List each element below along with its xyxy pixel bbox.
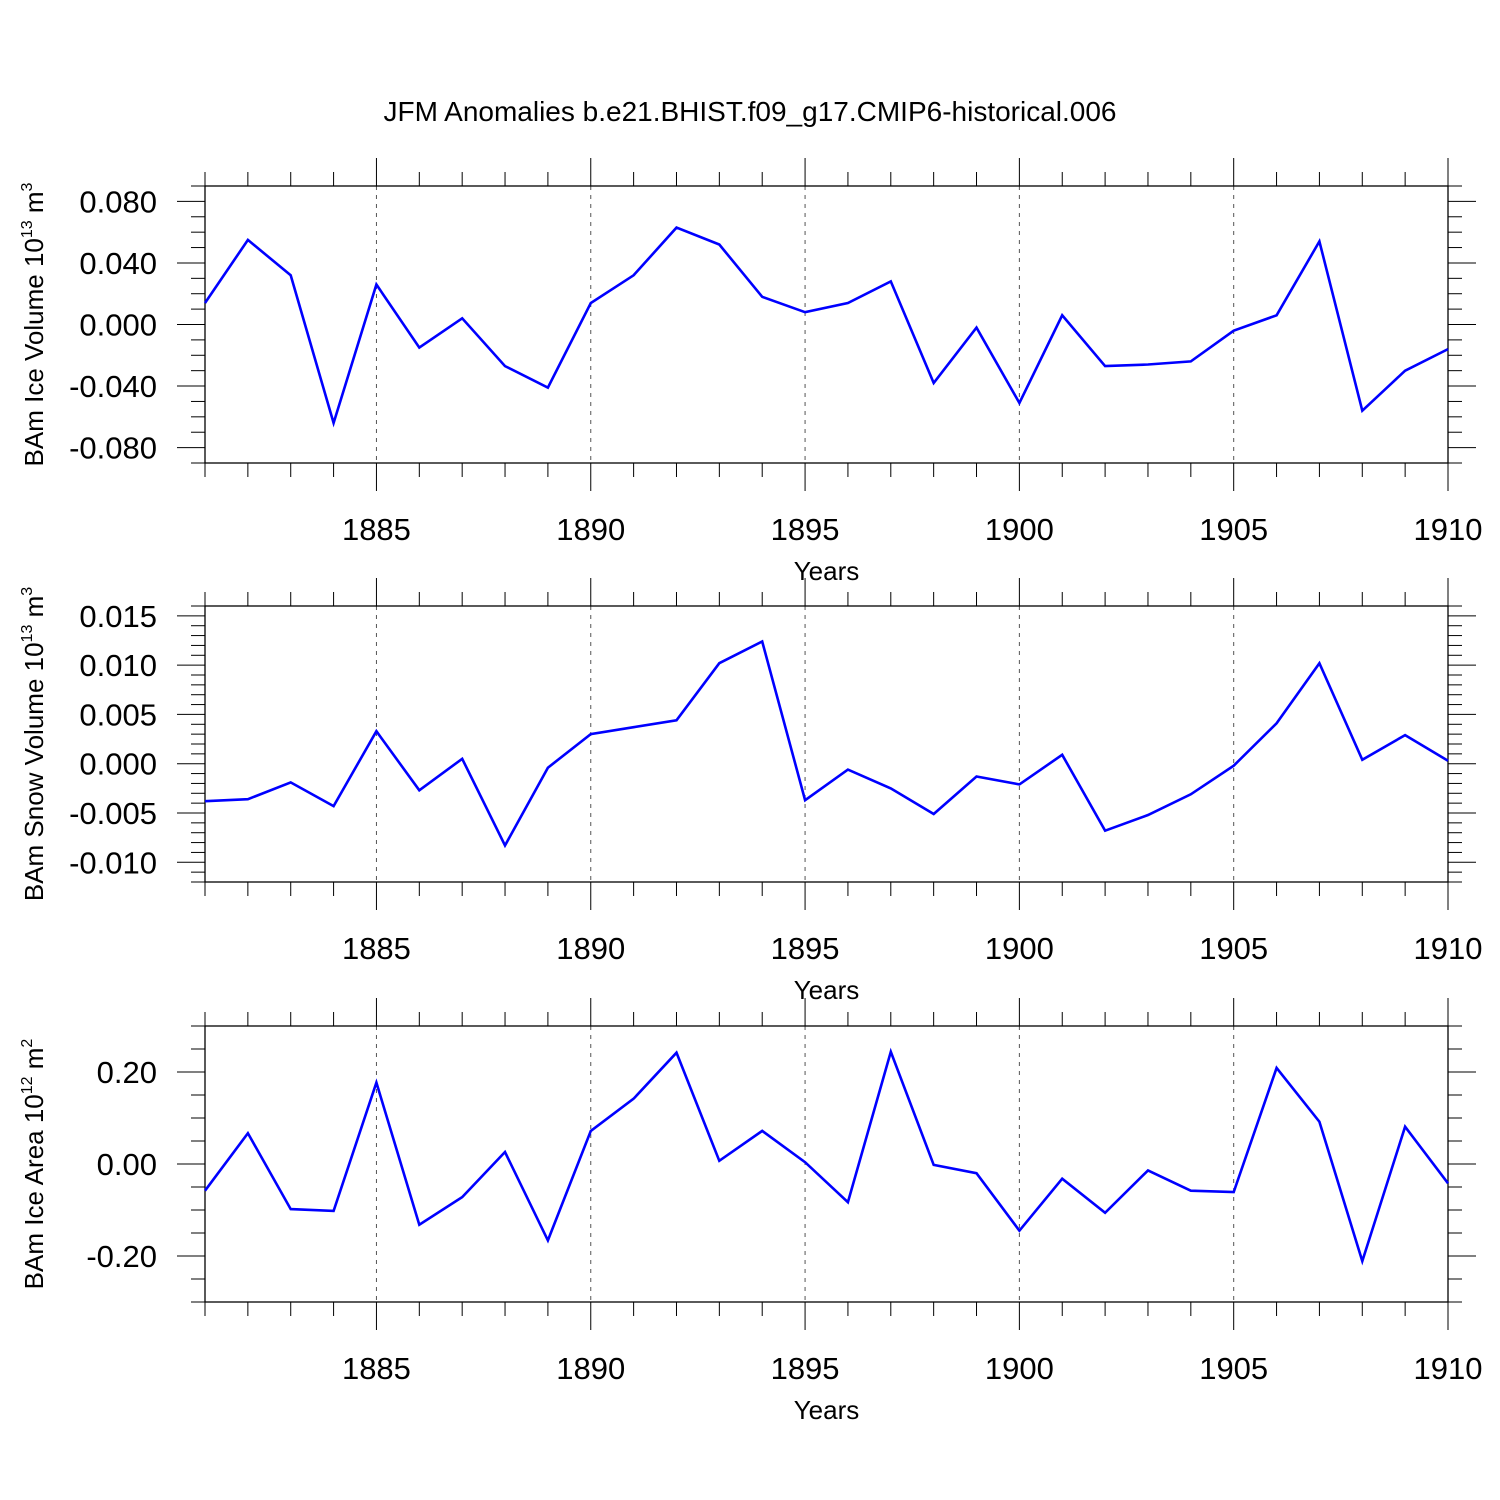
- figure-title: JFM Anomalies b.e21.BHIST.f09_g17.CMIP6-…: [383, 96, 1117, 127]
- y-axis-label: BAm Snow Volume 1013 m3: [19, 587, 49, 901]
- x-tick-label: 1885: [342, 1351, 411, 1386]
- plot-frame: [204, 185, 1449, 464]
- y-tick-label: 0.015: [79, 599, 157, 634]
- y-tick-label: 0.20: [97, 1055, 157, 1090]
- y-tick-label: -0.010: [69, 845, 157, 880]
- x-tick-label: 1885: [342, 512, 411, 547]
- y-tick-label: 0.000: [79, 308, 157, 343]
- y-tick-label: -0.080: [69, 431, 157, 466]
- plot-frame: [204, 1025, 1449, 1303]
- x-tick-label: 1895: [771, 512, 840, 547]
- series-line: [203, 226, 1449, 428]
- x-tick-label: 1895: [771, 931, 840, 966]
- x-tick-label: 1885: [342, 931, 411, 966]
- x-tick-label: 1895: [771, 1351, 840, 1386]
- x-tick-label: 1890: [556, 931, 625, 966]
- plot-frame: [204, 605, 1449, 883]
- y-tick-label: 0.010: [79, 648, 157, 683]
- x-tick-label: 1900: [985, 1351, 1054, 1386]
- x-tick-label: 1890: [556, 1351, 625, 1386]
- series-line: [203, 1047, 1450, 1266]
- y-tick-label: 0.080: [79, 184, 157, 219]
- y-tick-label: 0.00: [97, 1147, 157, 1182]
- x-tick-label: 1905: [1199, 1351, 1268, 1386]
- ice-area-panel: -0.20 0.00 0.20 1885 1890 1895 1900 1905 1910 Yea…: [19, 998, 1482, 1425]
- y-axis-label: BAm Ice Volume 1013 m3: [19, 182, 49, 466]
- x-tick-label: 1905: [1199, 512, 1268, 547]
- x-tick-label: 1910: [1414, 931, 1483, 966]
- x-axis-label: Years: [794, 975, 860, 1005]
- ice-volume-panel: -0.080 -0.040 0.000 0.040 0.080 1885 1890 1895 1…: [19, 158, 1482, 586]
- x-tick-label: 1900: [985, 512, 1054, 547]
- x-tick-label: 1890: [556, 512, 625, 547]
- snow-volume-panel: -0.010 -0.005 0.000 0.005 0.010 0.015 1885 1890…: [19, 578, 1482, 1005]
- x-tick-label: 1905: [1199, 931, 1268, 966]
- y-tick-label: 0.040: [79, 246, 157, 281]
- series-line: [204, 639, 1449, 849]
- y-tick-label: -0.040: [69, 369, 157, 404]
- x-tick-label: 1910: [1414, 512, 1483, 547]
- x-tick-label: 1910: [1414, 1351, 1483, 1386]
- y-tick-label: 0.005: [79, 697, 157, 732]
- y-tick-label: -0.20: [86, 1239, 157, 1274]
- y-axis-label: BAm Ice Area 1012 m2: [19, 1039, 49, 1290]
- x-axis-label: Years: [794, 1395, 860, 1425]
- y-tick-label: -0.005: [69, 796, 157, 831]
- y-tick-label: 0.000: [79, 747, 157, 782]
- x-tick-label: 1900: [985, 931, 1054, 966]
- x-axis-label: Years: [794, 556, 860, 586]
